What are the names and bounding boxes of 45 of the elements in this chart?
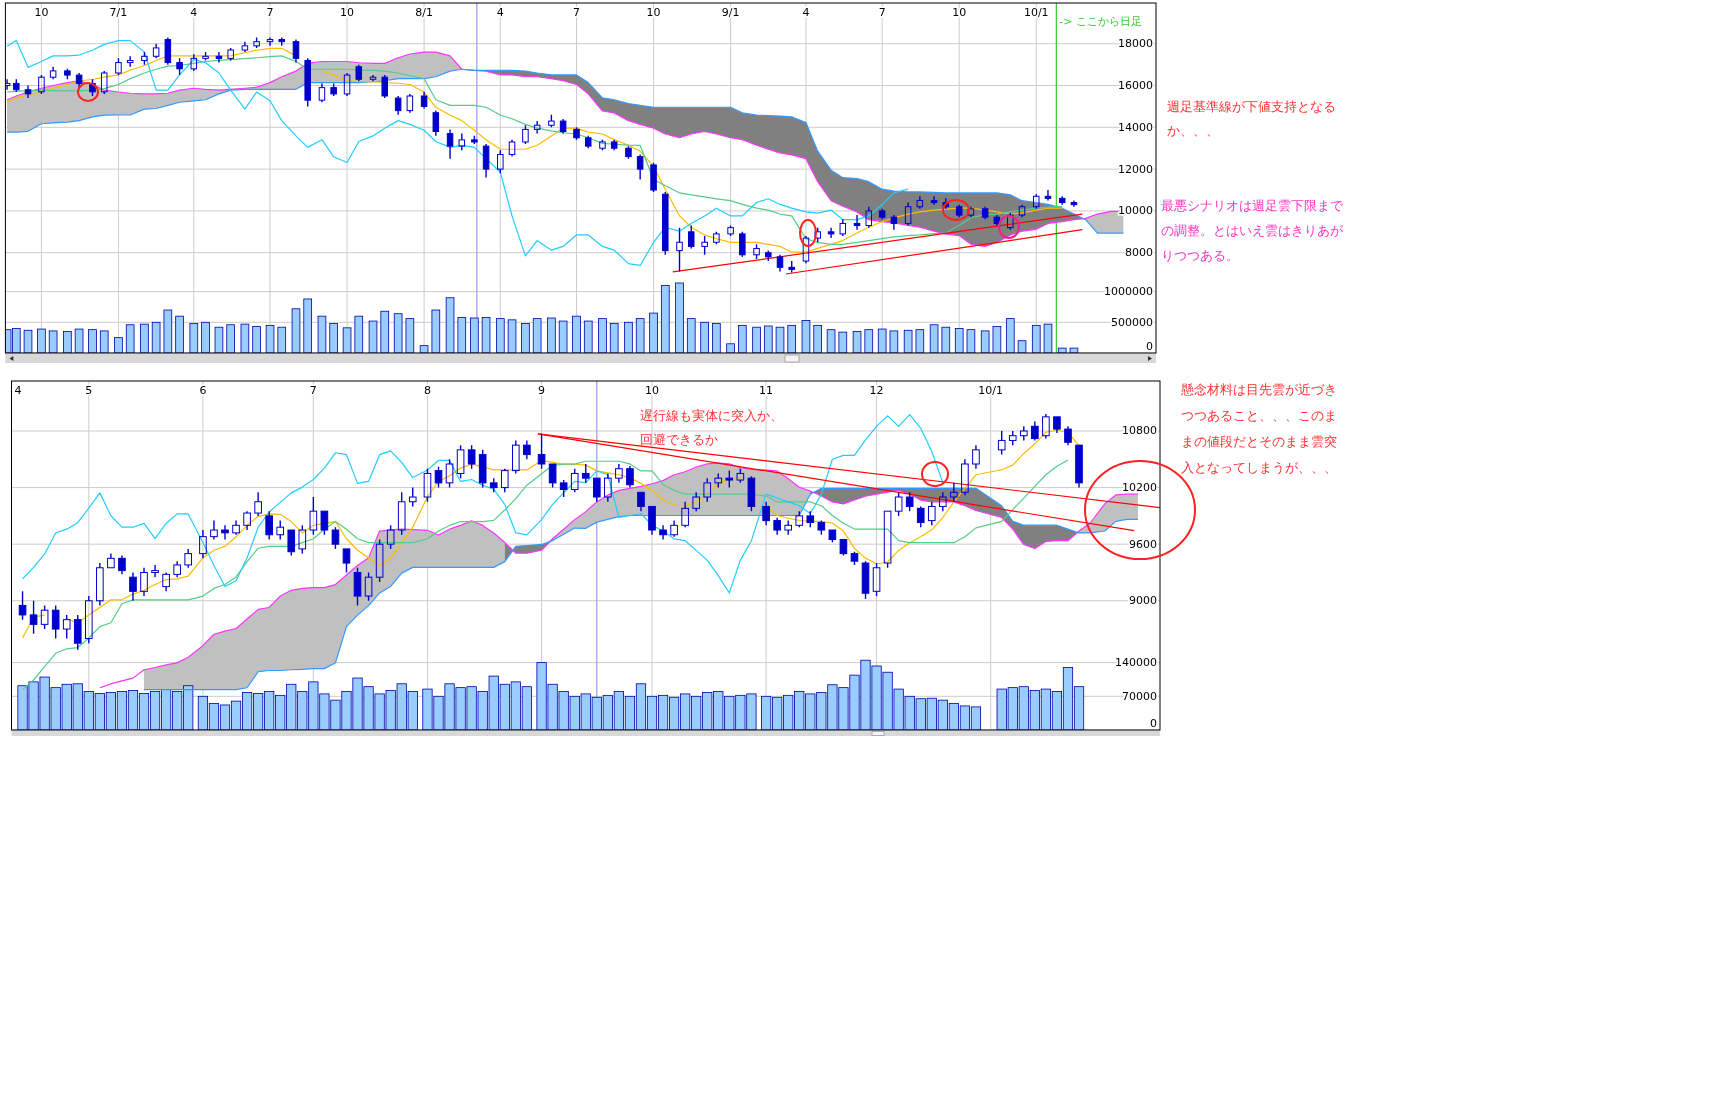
x-tick-label: 4 [802,6,810,19]
x-tick-label: 7 [878,6,886,19]
x-tick-label: 7 [266,6,274,19]
x-tick-label: 12 [869,384,884,397]
y-tick-label: 14000 [1118,120,1153,134]
y2-tick-label: 1000000 [1104,285,1153,299]
text: 週足基準線が下値支持となるか、、、 [1167,99,1336,138]
y2-tick-label: 0 [1146,339,1153,353]
x-tick-label: 10/1 [978,384,1004,397]
ref-line-label: -> ここから日足 [1059,15,1143,28]
y2-tick-label: 140000 [1115,656,1157,670]
x-tick-label: 10 [645,384,660,397]
y-tick-label: 12000 [1118,162,1153,176]
x-tick-label: 4 [190,6,198,19]
x-tick-label: 9/1 [721,6,740,19]
y-tick-label: 18000 [1118,37,1153,51]
x-tick-label: 10 [34,6,49,19]
x-tick-label: 6 [199,384,207,397]
x-tick-label: 7 [309,384,317,397]
y-tick-label: 10800 [1122,424,1157,438]
x-tick-label: 11 [759,384,774,397]
x-tick-label: 4 [496,6,504,19]
y2-tick-label: 0 [1150,716,1157,730]
x-tick-label: 7/1 [109,6,128,19]
annotation: 遅行線も実体に突入か、回避できるか [640,408,783,447]
x-tick-label: 10 [646,6,661,19]
y2-tick-label: 500000 [1111,315,1153,329]
x-tick-label: 9 [538,384,546,397]
x-tick-label: 10 [340,6,355,19]
text: 懸念材料は目先雲が近づきつつあること、、、このままの値段だとそのまま雲突入となってしまうが、、、 [1180,382,1337,475]
x-tick-label: 10/1 [1023,6,1049,19]
x-tick-label: 4 [14,384,22,397]
y-tick-label: 16000 [1118,79,1153,93]
y-tick-label: 9000 [1129,594,1157,608]
x-tick-label: 8/1 [415,6,433,19]
x-tick-label: 7 [573,6,581,19]
y-tick-label: 9600 [1129,537,1157,551]
x-tick-label: 10 [952,6,967,19]
y2-tick-label: 70000 [1122,689,1157,703]
text: 最悪シナリオは週足雲下限までの調整。とはいえ雲はきりあがりつつある。 [1161,198,1344,263]
y-tick-label: 10200 [1122,481,1157,495]
x-tick-label: 8 [423,384,431,397]
y-tick-label: 10000 [1118,204,1153,218]
x-tick-label: 5 [85,384,93,397]
y-tick-label: 8000 [1125,246,1153,260]
